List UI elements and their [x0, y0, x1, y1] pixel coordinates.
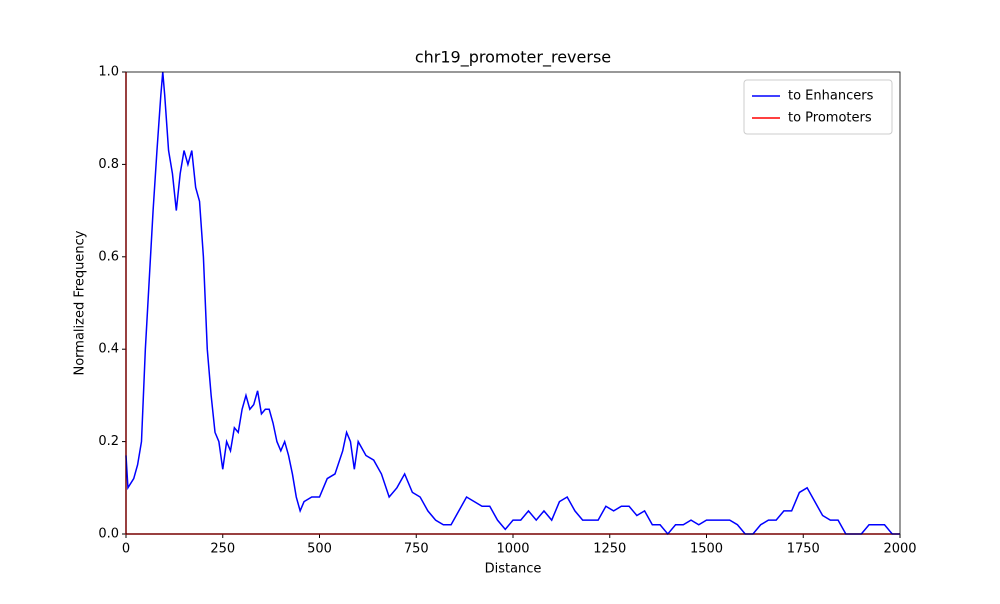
- y-tick-label: 0.2: [98, 434, 119, 449]
- y-tick-label: 0.0: [98, 527, 119, 542]
- y-tick-label: 0.8: [98, 157, 119, 172]
- y-tick-label: 1.0: [98, 65, 119, 80]
- x-tick-label: 500: [307, 542, 332, 557]
- legend-label: to Enhancers: [788, 89, 874, 104]
- x-tick-label: 1000: [496, 542, 529, 557]
- legend-box: [743, 79, 893, 135]
- x-tick-label: 750: [404, 542, 429, 557]
- legend-label: to Promoters: [788, 111, 872, 126]
- y-tick-label: 0.6: [98, 249, 119, 264]
- y-axis-label: Normalized Frequency: [73, 230, 88, 375]
- chart-title: chr19_promoter_reverse: [415, 48, 611, 68]
- x-axis-label: Distance: [485, 562, 542, 577]
- plot-frame: [125, 71, 901, 535]
- x-tick-label: 250: [210, 542, 235, 557]
- x-tick-label: 1750: [787, 542, 820, 557]
- x-tick-label: 1500: [690, 542, 723, 557]
- y-tick-label: 0.4: [98, 342, 119, 357]
- data-line: [125, 71, 900, 536]
- x-tick-label: 1250: [593, 542, 626, 557]
- x-tick-label: 0: [122, 542, 130, 557]
- data-line: [125, 72, 900, 535]
- x-tick-label: 2000: [883, 542, 916, 557]
